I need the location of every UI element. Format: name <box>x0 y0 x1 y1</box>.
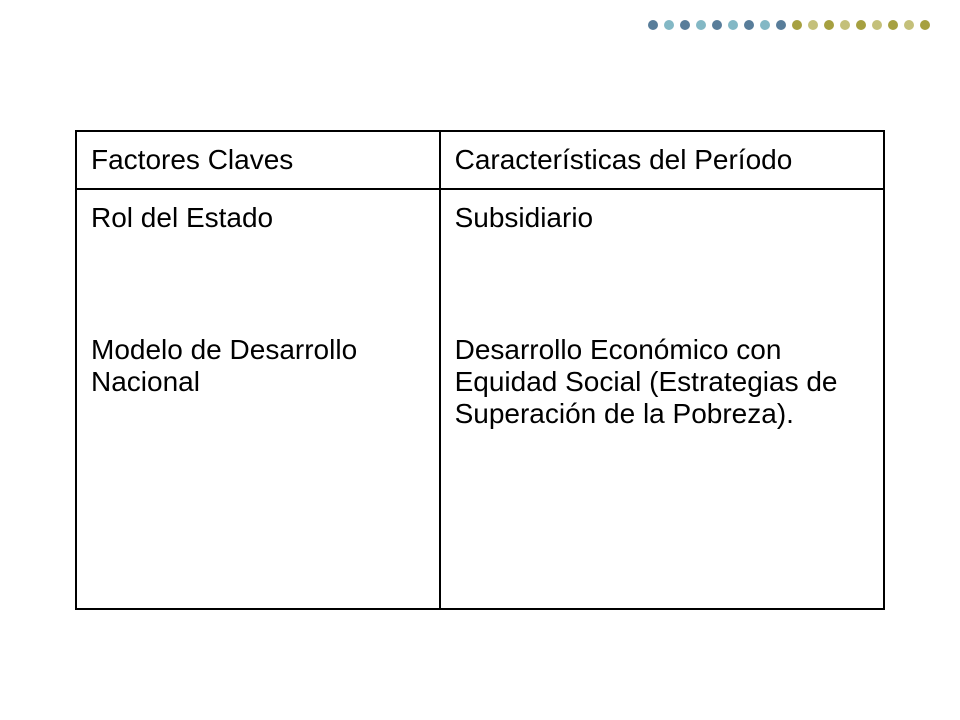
dot-icon <box>856 20 866 30</box>
dot-icon <box>760 20 770 30</box>
dot-icon <box>744 20 754 30</box>
cell-text: Rol del Estado <box>91 202 425 234</box>
dot-icon <box>664 20 674 30</box>
dot-icon <box>680 20 690 30</box>
cell-text: Modelo de Desarrollo Nacional <box>91 334 425 398</box>
dot-icon <box>840 20 850 30</box>
table-body-row: Rol del Estado Modelo de Desarrollo Naci… <box>76 189 884 609</box>
dot-icon <box>792 20 802 30</box>
dot-icon <box>872 20 882 30</box>
cell-text: Desarrollo Económico con Equidad Social … <box>455 334 869 430</box>
header-cell-left: Factores Claves <box>76 131 440 189</box>
dot-icon <box>648 20 658 30</box>
body-cell-right: Subsidiario Desarrollo Económico con Equ… <box>440 189 884 609</box>
header-cell-right: Características del Período <box>440 131 884 189</box>
dot-icon <box>712 20 722 30</box>
dot-icon <box>808 20 818 30</box>
dot-icon <box>920 20 930 30</box>
cell-text: Subsidiario <box>455 202 869 234</box>
dot-icon <box>888 20 898 30</box>
dot-icon <box>776 20 786 30</box>
dot-icon <box>728 20 738 30</box>
dot-icon <box>824 20 834 30</box>
table-header-row: Factores Claves Características del Perí… <box>76 131 884 189</box>
main-table: Factores Claves Características del Perí… <box>75 130 885 610</box>
dot-icon <box>696 20 706 30</box>
body-cell-left: Rol del Estado Modelo de Desarrollo Naci… <box>76 189 440 609</box>
dot-icon <box>904 20 914 30</box>
decorative-dots <box>648 20 930 30</box>
